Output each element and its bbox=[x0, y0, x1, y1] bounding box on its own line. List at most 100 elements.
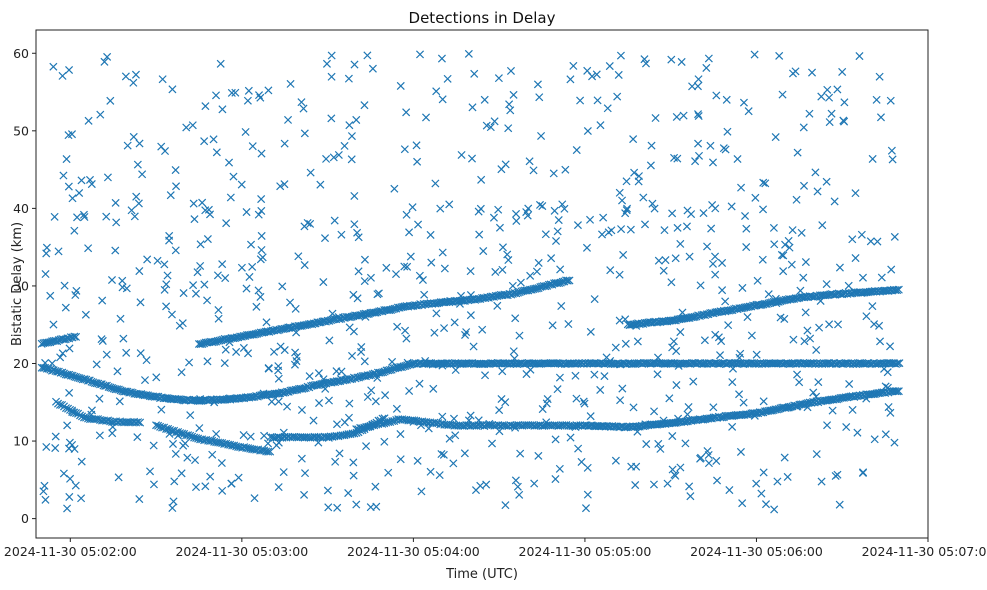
detection-mark bbox=[122, 348, 131, 357]
detection-mark bbox=[696, 281, 705, 290]
detection-mark bbox=[539, 281, 548, 291]
detection-mark bbox=[87, 406, 96, 415]
detection-mark bbox=[858, 273, 867, 282]
detection-mark bbox=[99, 381, 108, 390]
detection-mark bbox=[511, 476, 520, 485]
detection-mark bbox=[739, 398, 748, 407]
detection-mark bbox=[121, 72, 130, 81]
detection-mark bbox=[203, 296, 212, 305]
detection-mark bbox=[501, 501, 510, 510]
detection-mark bbox=[396, 430, 405, 439]
detection-mark bbox=[248, 262, 257, 271]
detection-mark bbox=[234, 473, 243, 482]
detection-mark bbox=[788, 226, 797, 235]
detection-mark bbox=[59, 469, 68, 478]
detection-mark bbox=[562, 276, 571, 285]
detection-mark bbox=[191, 483, 201, 492]
detection-mark bbox=[65, 492, 74, 501]
detection-mark bbox=[348, 351, 357, 360]
detection-mark bbox=[414, 220, 423, 229]
detection-mark bbox=[212, 429, 221, 438]
detection-mark bbox=[264, 86, 273, 95]
detection-mark bbox=[886, 342, 895, 351]
detection-mark bbox=[571, 371, 580, 380]
detection-mark bbox=[461, 330, 470, 339]
detection-mark bbox=[283, 402, 292, 411]
detection-mark bbox=[707, 224, 716, 233]
detection-mark bbox=[486, 123, 495, 132]
detection-mark bbox=[65, 344, 74, 353]
detection-mark bbox=[350, 191, 359, 200]
detection-mark bbox=[875, 321, 884, 330]
detection-mark bbox=[576, 96, 585, 105]
detection-mark bbox=[260, 431, 269, 440]
detection-mark bbox=[306, 219, 315, 228]
detection-mark bbox=[438, 248, 447, 257]
detection-mark bbox=[752, 479, 761, 488]
detection-mark bbox=[796, 286, 805, 295]
detection-mark bbox=[833, 470, 842, 479]
detection-mark bbox=[129, 132, 138, 141]
detection-mark bbox=[490, 117, 499, 126]
detection-mark bbox=[535, 200, 545, 209]
detection-mark bbox=[222, 219, 231, 228]
detection-mark bbox=[279, 428, 288, 437]
detection-mark bbox=[709, 403, 718, 412]
detection-mark bbox=[534, 451, 543, 460]
detection-mark bbox=[216, 59, 225, 68]
detection-mark bbox=[848, 405, 857, 414]
detection-mark bbox=[102, 212, 111, 221]
detection-mark bbox=[280, 139, 289, 148]
detection-mark bbox=[130, 212, 139, 221]
detection-mark bbox=[370, 419, 379, 428]
detection-mark bbox=[688, 82, 697, 91]
detection-mark bbox=[713, 476, 722, 485]
detection-mark bbox=[706, 141, 715, 150]
detection-mark bbox=[759, 468, 768, 477]
detection-mark bbox=[165, 429, 174, 438]
detection-mark bbox=[667, 55, 676, 64]
detection-mark bbox=[164, 424, 173, 433]
detection-mark bbox=[455, 299, 464, 308]
detection-mark bbox=[210, 398, 219, 407]
x-tick-label: 2024-11-30 05:03:00 bbox=[175, 544, 308, 559]
detection-mark bbox=[667, 278, 676, 287]
detection-mark bbox=[676, 463, 685, 472]
detection-mark bbox=[276, 182, 285, 191]
detection-mark bbox=[654, 353, 663, 362]
detection-mark bbox=[406, 252, 415, 261]
detection-mark bbox=[174, 431, 183, 440]
detection-mark bbox=[750, 50, 759, 59]
detection-mark bbox=[70, 332, 79, 341]
detection-mark bbox=[352, 115, 361, 124]
detection-mark bbox=[178, 319, 187, 328]
detection-mark bbox=[792, 195, 801, 204]
detection-mark bbox=[290, 360, 299, 369]
detection-mark bbox=[581, 504, 591, 513]
detection-mark bbox=[416, 421, 426, 430]
detection-mark bbox=[845, 379, 854, 389]
detection-mark bbox=[629, 403, 638, 412]
detection-mark bbox=[347, 155, 356, 164]
detection-mark bbox=[642, 440, 651, 449]
detection-mark bbox=[263, 439, 273, 448]
detection-mark bbox=[851, 189, 860, 198]
detection-mark bbox=[866, 237, 875, 246]
detection-mark bbox=[200, 137, 209, 146]
detection-mark bbox=[573, 221, 582, 230]
detection-mark bbox=[350, 220, 359, 229]
detection-mark bbox=[877, 273, 886, 282]
detection-mark bbox=[77, 494, 86, 503]
detection-mark bbox=[689, 377, 698, 386]
detection-mark bbox=[354, 267, 363, 276]
detection-mark bbox=[200, 280, 209, 289]
detection-mark bbox=[345, 121, 354, 130]
detection-mark bbox=[276, 342, 285, 351]
detection-mark bbox=[773, 477, 782, 486]
detection-mark bbox=[374, 289, 383, 298]
detection-mark bbox=[467, 154, 477, 163]
detection-mark bbox=[665, 394, 674, 403]
detection-mark bbox=[547, 254, 556, 263]
detection-mark bbox=[142, 356, 151, 365]
detection-mark bbox=[727, 202, 736, 211]
